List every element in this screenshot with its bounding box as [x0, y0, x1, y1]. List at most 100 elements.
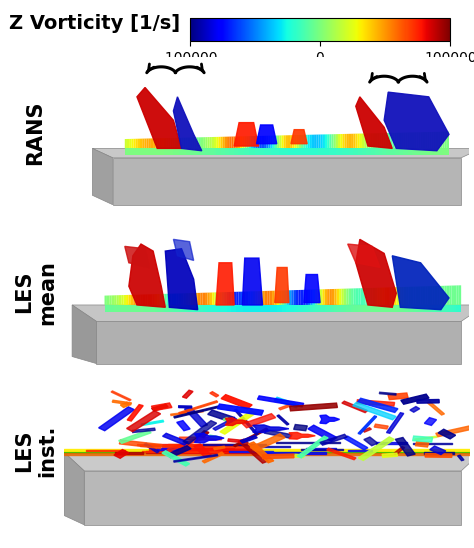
Polygon shape: [408, 133, 410, 149]
Polygon shape: [179, 149, 182, 156]
Polygon shape: [227, 292, 229, 305]
Polygon shape: [264, 136, 266, 149]
Polygon shape: [425, 132, 427, 149]
Polygon shape: [363, 305, 365, 311]
Polygon shape: [168, 149, 171, 156]
Polygon shape: [150, 305, 152, 311]
Polygon shape: [113, 158, 461, 204]
Polygon shape: [238, 305, 241, 311]
Polygon shape: [240, 436, 257, 443]
Polygon shape: [304, 275, 320, 302]
Polygon shape: [392, 149, 394, 156]
Polygon shape: [233, 428, 268, 447]
Polygon shape: [351, 288, 354, 305]
Polygon shape: [371, 133, 373, 149]
Polygon shape: [142, 139, 145, 149]
Polygon shape: [447, 132, 449, 149]
Polygon shape: [419, 149, 421, 156]
Polygon shape: [177, 420, 190, 431]
Polygon shape: [141, 420, 164, 426]
Polygon shape: [377, 288, 380, 305]
Polygon shape: [358, 437, 394, 460]
Polygon shape: [132, 428, 155, 432]
Polygon shape: [194, 149, 197, 156]
Polygon shape: [421, 149, 423, 156]
Polygon shape: [364, 133, 366, 149]
Polygon shape: [362, 134, 364, 149]
Polygon shape: [136, 305, 138, 311]
Polygon shape: [380, 288, 382, 305]
Polygon shape: [286, 290, 289, 305]
Polygon shape: [288, 149, 290, 156]
Polygon shape: [263, 454, 294, 459]
Polygon shape: [164, 149, 166, 156]
Polygon shape: [164, 305, 167, 311]
Polygon shape: [274, 397, 299, 408]
Polygon shape: [267, 291, 270, 305]
Polygon shape: [129, 244, 165, 307]
Polygon shape: [208, 149, 210, 156]
Polygon shape: [199, 149, 201, 156]
Polygon shape: [452, 286, 454, 305]
Polygon shape: [193, 293, 195, 305]
Polygon shape: [392, 256, 449, 310]
Polygon shape: [410, 149, 412, 156]
Polygon shape: [208, 137, 210, 149]
Polygon shape: [313, 305, 315, 311]
Polygon shape: [179, 406, 191, 408]
Polygon shape: [416, 149, 419, 156]
Polygon shape: [277, 415, 289, 425]
Polygon shape: [111, 391, 131, 401]
Polygon shape: [249, 149, 251, 156]
Polygon shape: [427, 402, 445, 415]
Polygon shape: [353, 149, 356, 156]
Polygon shape: [251, 292, 253, 305]
Polygon shape: [404, 287, 406, 305]
Polygon shape: [64, 375, 469, 527]
Polygon shape: [127, 149, 129, 156]
Polygon shape: [249, 136, 251, 149]
Polygon shape: [290, 403, 337, 411]
Polygon shape: [92, 149, 474, 158]
Polygon shape: [282, 149, 283, 156]
Polygon shape: [377, 133, 379, 149]
Polygon shape: [272, 305, 274, 311]
Polygon shape: [128, 295, 131, 305]
Polygon shape: [238, 136, 240, 149]
Polygon shape: [349, 288, 351, 305]
Polygon shape: [363, 428, 372, 432]
Polygon shape: [118, 430, 151, 443]
Polygon shape: [210, 293, 212, 305]
Polygon shape: [157, 294, 160, 305]
Polygon shape: [373, 288, 375, 305]
Polygon shape: [399, 133, 401, 149]
Polygon shape: [263, 305, 265, 311]
Polygon shape: [152, 305, 155, 311]
Polygon shape: [231, 136, 234, 149]
Polygon shape: [423, 305, 425, 311]
Polygon shape: [181, 305, 183, 311]
Polygon shape: [361, 305, 363, 311]
Polygon shape: [183, 293, 186, 305]
Polygon shape: [425, 305, 428, 311]
Polygon shape: [308, 425, 337, 441]
Polygon shape: [440, 132, 442, 149]
Polygon shape: [266, 149, 268, 156]
Polygon shape: [125, 247, 149, 267]
Polygon shape: [384, 288, 387, 305]
Polygon shape: [374, 424, 388, 429]
Polygon shape: [267, 305, 270, 311]
Polygon shape: [384, 305, 387, 311]
Polygon shape: [183, 149, 186, 156]
Polygon shape: [231, 292, 234, 305]
Polygon shape: [329, 305, 332, 311]
Polygon shape: [296, 290, 299, 305]
Polygon shape: [365, 305, 368, 311]
Polygon shape: [191, 293, 193, 305]
Polygon shape: [282, 135, 283, 149]
Polygon shape: [354, 288, 356, 305]
Polygon shape: [246, 292, 248, 305]
Polygon shape: [413, 305, 416, 311]
Polygon shape: [377, 305, 380, 311]
Polygon shape: [229, 305, 231, 311]
